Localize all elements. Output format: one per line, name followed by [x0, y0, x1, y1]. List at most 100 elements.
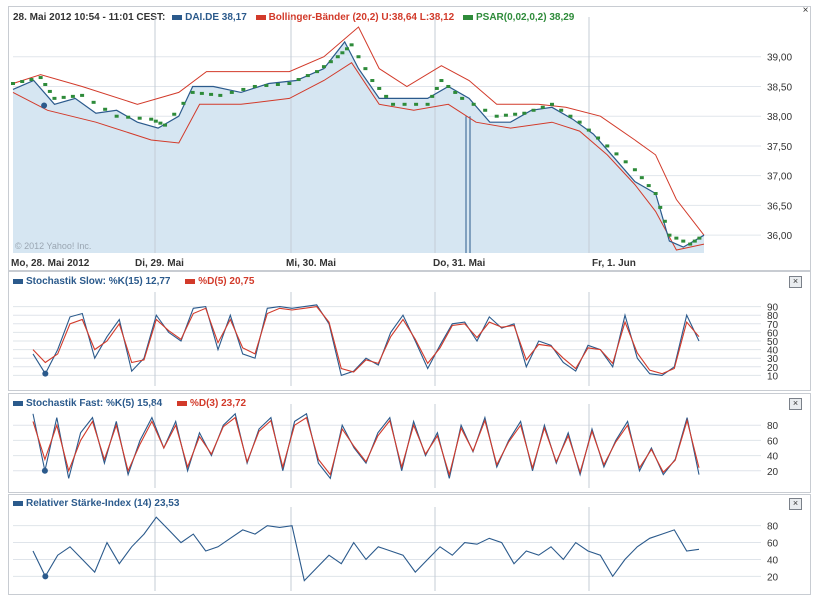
psar-dot — [149, 117, 154, 121]
psar-dot — [70, 94, 75, 98]
psar-dot — [315, 70, 320, 74]
stoch-slow-tick: 50 — [767, 337, 779, 348]
stoch-slow-k-label[interactable]: Stochastik Slow: %K(15) 12,77 — [26, 276, 171, 287]
legend-bollinger[interactable]: Bollinger-Bänder (20,2) U:38,64 L:38,12 — [268, 12, 455, 23]
stoch-slow-close-button[interactable]: × — [789, 276, 802, 288]
psar-dot — [305, 74, 310, 78]
psar-dot — [605, 144, 610, 148]
psar-dot — [549, 102, 554, 106]
legend-time: 28. Mai 2012 10:54 - 11:01 CEST: — [13, 12, 166, 23]
x-axis-label: Do, 31. Mai — [433, 258, 485, 269]
psar-dot — [531, 108, 536, 112]
psar-dot — [296, 78, 301, 82]
rsi-label[interactable]: Relativer Stärke-Index (14) 23,53 — [26, 498, 180, 509]
stoch-slow-d-label[interactable]: %D(5) 20,75 — [198, 276, 255, 287]
price-area — [13, 41, 704, 254]
stoch-fast-tick: 40 — [767, 452, 779, 463]
psar-dot — [692, 239, 697, 243]
psar-dot — [335, 55, 340, 59]
psar-dot — [43, 82, 48, 86]
rsi-tick: 40 — [767, 555, 779, 566]
rsi-panel: Relativer Stärke-Index (14) 23,53 × 20 40… — [8, 494, 811, 595]
marker-dot — [41, 102, 48, 109]
psar-dot — [29, 78, 34, 82]
stoch-slow-d-swatch — [185, 278, 196, 284]
x-axis-label: Mi, 30. Mai — [286, 258, 336, 269]
stoch-fast-tick: 80 — [767, 421, 779, 432]
psar-swatch — [462, 14, 473, 20]
rsi-marker-dot — [42, 573, 49, 580]
psar-dot — [483, 108, 488, 112]
psar-dot — [667, 233, 672, 237]
legend-psar[interactable]: PSAR(0,02,0,2) 38,29 — [475, 12, 575, 23]
psar-dot — [126, 115, 131, 119]
psar-dot — [646, 184, 651, 188]
rsi-tick: 20 — [767, 572, 779, 583]
main-legend: 28. Mai 2012 10:54 - 11:01 CEST: DAI.DE … — [13, 12, 574, 23]
rsi-legend: Relativer Stärke-Index (14) 23,53 — [13, 498, 179, 509]
rsi-chart[interactable]: 20 40 60 80 — [9, 495, 810, 594]
stoch-fast-tick: 60 — [767, 436, 779, 447]
stoch-slow-tick: 10 — [767, 371, 779, 382]
stoch-slow-tick: 90 — [767, 303, 779, 314]
stoch-slow-panel: Stochastik Slow: %K(15) 12,77 %D(5) 20,7… — [8, 271, 811, 391]
psar-dot — [662, 219, 667, 223]
psar-dot — [658, 205, 663, 209]
stoch-fast-d-label[interactable]: %D(3) 23,72 — [189, 398, 247, 409]
rsi-tick: 60 — [767, 539, 779, 550]
price-tick-label: 36,50 — [767, 201, 792, 212]
psar-dot — [697, 236, 702, 240]
psar-dot — [349, 43, 354, 47]
psar-dot — [61, 95, 66, 99]
price-swatch — [172, 14, 183, 20]
stoch-slow-tick: 80 — [767, 311, 779, 322]
stoch-slow-marker-dot — [42, 370, 49, 377]
psar-dot — [446, 84, 451, 88]
psar-dot — [391, 102, 396, 106]
psar-dot — [540, 105, 545, 109]
legend-dai[interactable]: DAI.DE 38,17 — [185, 12, 247, 23]
psar-dot — [425, 102, 430, 106]
psar-dot — [681, 239, 686, 243]
x-axis-label: Fr, 1. Jun — [592, 258, 636, 269]
psar-dot — [370, 79, 375, 83]
stoch-fast-close-button[interactable]: × — [789, 398, 802, 410]
psar-dot — [275, 82, 280, 86]
psar-dot — [344, 47, 349, 51]
price-chart[interactable]: 36,00 36,50 37,00 37,50 38,00 38,50 39,00 © 201… — [9, 7, 810, 270]
psar-dot — [471, 102, 476, 106]
psar-dot — [229, 90, 234, 94]
stoch-fast-legend: Stochastik Fast: %K(5) 15,84 %D(3) 23,72 — [13, 398, 246, 409]
stoch-fast-d-line — [32, 416, 700, 477]
psar-dot — [460, 96, 465, 100]
psar-dot — [181, 101, 186, 105]
psar-dot — [688, 242, 693, 246]
psar-dot — [639, 176, 644, 180]
rsi-line — [32, 516, 700, 582]
stoch-fast-k-line — [32, 412, 700, 480]
psar-dot — [522, 111, 527, 115]
psar-dot — [114, 114, 119, 118]
psar-dot — [503, 113, 508, 117]
stoch-slow-tick: 60 — [767, 328, 779, 339]
stoch-slow-tick: 30 — [767, 354, 779, 365]
stoch-fast-k-label[interactable]: Stochastik Fast: %K(5) 15,84 — [26, 398, 163, 409]
bollinger-upper-line — [12, 26, 705, 236]
stoch-slow-tick: 40 — [767, 346, 779, 357]
price-tick-label: 36,00 — [767, 231, 792, 242]
psar-dot — [158, 121, 163, 125]
psar-dot — [218, 93, 223, 97]
psar-dot — [596, 136, 601, 140]
main-close-button[interactable]: × — [802, 5, 809, 16]
psar-dot — [91, 100, 96, 104]
psar-dot — [434, 86, 439, 90]
rsi-close-button[interactable]: × — [789, 498, 802, 510]
stoch-fast-chart[interactable]: 20 40 60 80 — [9, 394, 810, 492]
stoch-fast-panel: Stochastik Fast: %K(5) 15,84 %D(3) 23,72… — [8, 393, 811, 493]
psar-dot — [453, 90, 458, 94]
x-axis-label: Mo, 28. Mai 2012 — [11, 258, 90, 269]
psar-dot — [586, 128, 591, 132]
bollinger-lower-line — [12, 62, 705, 251]
psar-dot — [137, 116, 142, 120]
